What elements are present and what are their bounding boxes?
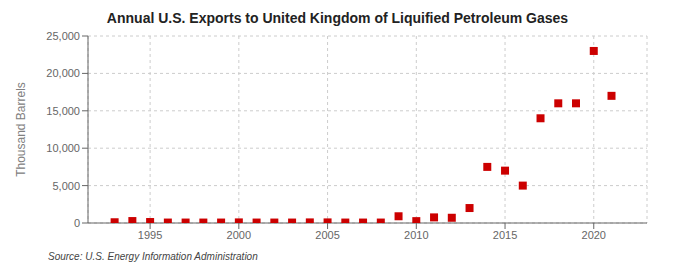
html-text:Annual U.S. Exports to United: Annual U.S. Exports to United Kingdom of… — [106, 10, 569, 26]
svg-text:2020: 2020 — [582, 229, 606, 241]
svg-text:20,000: 20,000 — [46, 67, 80, 79]
svg-text:2015: 2015 — [493, 229, 517, 241]
svg-text:1995: 1995 — [138, 229, 162, 241]
svg-text:5,000: 5,000 — [52, 180, 80, 192]
svg-text:0: 0 — [74, 217, 80, 229]
svg-text:10,000: 10,000 — [46, 142, 80, 154]
svg-text:15,000: 15,000 — [46, 105, 80, 117]
svg-text:Thousand Barrels: Thousand Barrels — [14, 82, 28, 177]
svg-text:25,000: 25,000 — [46, 30, 80, 42]
svg-text:2005: 2005 — [315, 229, 339, 241]
svg-text:2010: 2010 — [404, 229, 428, 241]
html-text:Source: U.S. Energy Informatio: Source: U.S. Energy Information Administ… — [48, 251, 258, 262]
svg-text:2000: 2000 — [227, 229, 251, 241]
